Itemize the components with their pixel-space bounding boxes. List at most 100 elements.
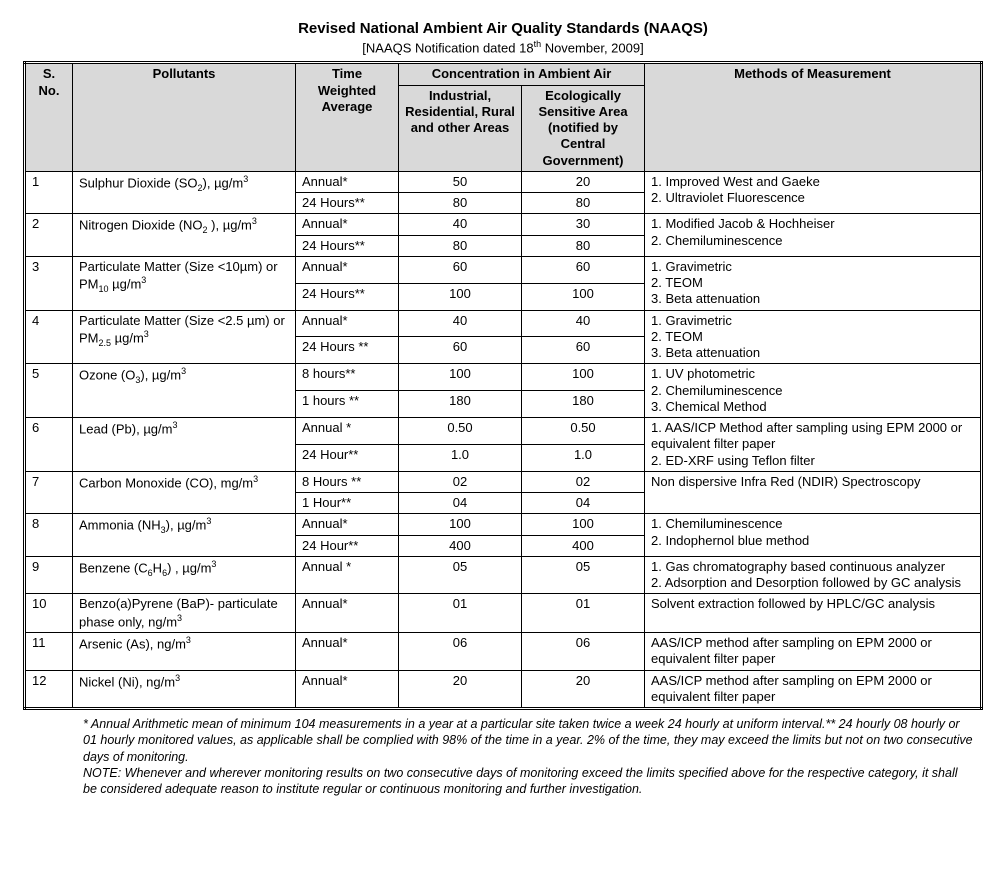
cell-twa: Annual * — [296, 556, 399, 594]
cell-conc-b: 04 — [522, 493, 645, 514]
cell-conc-a: 40 — [399, 310, 522, 337]
cell-sno: 2 — [25, 214, 73, 257]
cell-twa: Annual* — [296, 256, 399, 283]
cell-sno: 8 — [25, 514, 73, 557]
cell-conc-b: 02 — [522, 471, 645, 492]
table-row: 10Benzo(a)Pyrene (BaP)- particulate phas… — [25, 594, 982, 633]
cell-conc-a: 40 — [399, 214, 522, 235]
cell-sno: 9 — [25, 556, 73, 594]
cell-sno: 3 — [25, 256, 73, 310]
cell-twa: 24 Hours** — [296, 193, 399, 214]
cell-methods: 1. Improved West and Gaeke2. Ultraviolet… — [645, 171, 982, 214]
table-body: 1Sulphur Dioxide (SO2), µg/m3Annual*5020… — [25, 171, 982, 708]
cell-conc-a: 06 — [399, 633, 522, 671]
table-row: 6Lead (Pb), µg/m3Annual *0.500.501. AAS/… — [25, 418, 982, 445]
cell-sno: 6 — [25, 418, 73, 472]
cell-conc-b: 180 — [522, 391, 645, 418]
cell-twa: 8 hours** — [296, 364, 399, 391]
cell-methods: AAS/ICP method after sampling on EPM 200… — [645, 633, 982, 671]
cell-twa: 8 Hours ** — [296, 471, 399, 492]
cell-twa: 24 Hours** — [296, 283, 399, 310]
subtitle-sup: th — [534, 39, 542, 49]
cell-pollutant: Sulphur Dioxide (SO2), µg/m3 — [73, 171, 296, 214]
table-row: 2Nitrogen Dioxide (NO2 ), µg/m3Annual*40… — [25, 214, 982, 235]
cell-methods: Non dispersive Infra Red (NDIR) Spectros… — [645, 471, 982, 514]
cell-conc-a: 60 — [399, 256, 522, 283]
subtitle-pre: [NAAQS Notification dated 18 — [362, 40, 533, 55]
cell-twa: 24 Hour** — [296, 444, 399, 471]
cell-methods: 1. Modified Jacob & Hochheiser2. Chemilu… — [645, 214, 982, 257]
page-subtitle: [NAAQS Notification dated 18th November,… — [23, 39, 983, 55]
th-pollutants: Pollutants — [73, 63, 296, 172]
cell-sno: 7 — [25, 471, 73, 514]
table-row: 3Particulate Matter (Size <10µm) or PM10… — [25, 256, 982, 283]
cell-pollutant: Ozone (O3), µg/m3 — [73, 364, 296, 418]
cell-twa: Annual* — [296, 214, 399, 235]
cell-conc-b: 20 — [522, 670, 645, 709]
cell-conc-b: 20 — [522, 171, 645, 192]
cell-conc-a: 1.0 — [399, 444, 522, 471]
cell-twa: Annual* — [296, 171, 399, 192]
cell-pollutant: Arsenic (As), ng/m3 — [73, 633, 296, 671]
cell-methods: 1. Chemiluminescence2. Indophernol blue … — [645, 514, 982, 557]
cell-sno: 5 — [25, 364, 73, 418]
cell-conc-b: 60 — [522, 256, 645, 283]
cell-twa: Annual* — [296, 670, 399, 709]
cell-conc-b: 0.50 — [522, 418, 645, 445]
cell-conc-b: 30 — [522, 214, 645, 235]
cell-pollutant: Benzo(a)Pyrene (BaP)- particulate phase … — [73, 594, 296, 633]
th-methods: Methods of Measurement — [645, 63, 982, 172]
cell-conc-a: 02 — [399, 471, 522, 492]
cell-conc-a: 100 — [399, 514, 522, 535]
cell-conc-a: 180 — [399, 391, 522, 418]
cell-sno: 1 — [25, 171, 73, 214]
cell-conc-a: 04 — [399, 493, 522, 514]
th-sno: S. No. — [25, 63, 73, 172]
table-row: 9Benzene (C6H6) , µg/m3Annual *05051. Ga… — [25, 556, 982, 594]
table-row: 11Arsenic (As), ng/m3Annual*0606AAS/ICP … — [25, 633, 982, 671]
cell-conc-a: 400 — [399, 535, 522, 556]
th-conc-span: Concentration in Ambient Air — [399, 63, 645, 85]
cell-pollutant: Benzene (C6H6) , µg/m3 — [73, 556, 296, 594]
cell-conc-a: 20 — [399, 670, 522, 709]
cell-twa: Annual* — [296, 514, 399, 535]
cell-conc-a: 100 — [399, 283, 522, 310]
cell-conc-b: 100 — [522, 283, 645, 310]
cell-conc-a: 05 — [399, 556, 522, 594]
cell-pollutant: Nitrogen Dioxide (NO2 ), µg/m3 — [73, 214, 296, 257]
table-row: 7Carbon Monoxide (CO), mg/m38 Hours **02… — [25, 471, 982, 492]
cell-methods: 1. Gravimetric2. TEOM3. Beta attenuation — [645, 256, 982, 310]
cell-conc-b: 80 — [522, 193, 645, 214]
cell-pollutant: Nickel (Ni), ng/m3 — [73, 670, 296, 709]
document-page: Revised National Ambient Air Quality Sta… — [23, 20, 983, 797]
cell-methods: 1. AAS/ICP Method after sampling using E… — [645, 418, 982, 472]
th-conc-b: Ecologically Sensitive Area (notified by… — [522, 85, 645, 171]
subtitle-post: November, 2009] — [541, 40, 644, 55]
table-row: 5Ozone (O3), µg/m38 hours**1001001. UV p… — [25, 364, 982, 391]
cell-conc-a: 0.50 — [399, 418, 522, 445]
th-conc-a: Industrial, Residential, Rural and other… — [399, 85, 522, 171]
cell-twa: 24 Hours** — [296, 235, 399, 256]
cell-methods: AAS/ICP method after sampling on EPM 200… — [645, 670, 982, 709]
cell-sno: 4 — [25, 310, 73, 364]
cell-methods: 1. Gas chromatography based continuous a… — [645, 556, 982, 594]
cell-methods: 1. Gravimetric2. TEOM3. Beta attenuation — [645, 310, 982, 364]
cell-pollutant: Particulate Matter (Size <10µm) or PM10 … — [73, 256, 296, 310]
cell-conc-b: 06 — [522, 633, 645, 671]
cell-conc-a: 100 — [399, 364, 522, 391]
cell-conc-a: 60 — [399, 337, 522, 364]
cell-conc-b: 100 — [522, 364, 645, 391]
cell-twa: 24 Hours ** — [296, 337, 399, 364]
cell-sno: 10 — [25, 594, 73, 633]
cell-sno: 12 — [25, 670, 73, 709]
cell-sno: 11 — [25, 633, 73, 671]
cell-methods: 1. UV photometric2. Chemiluminescence3. … — [645, 364, 982, 418]
cell-conc-a: 50 — [399, 171, 522, 192]
cell-twa: Annual* — [296, 594, 399, 633]
table-row: 8Ammonia (NH3), µg/m3Annual*1001001. Che… — [25, 514, 982, 535]
cell-conc-b: 100 — [522, 514, 645, 535]
footnotes: * Annual Arithmetic mean of minimum 104 … — [23, 710, 983, 797]
cell-pollutant: Ammonia (NH3), µg/m3 — [73, 514, 296, 557]
cell-twa: Annual * — [296, 418, 399, 445]
cell-conc-a: 80 — [399, 193, 522, 214]
